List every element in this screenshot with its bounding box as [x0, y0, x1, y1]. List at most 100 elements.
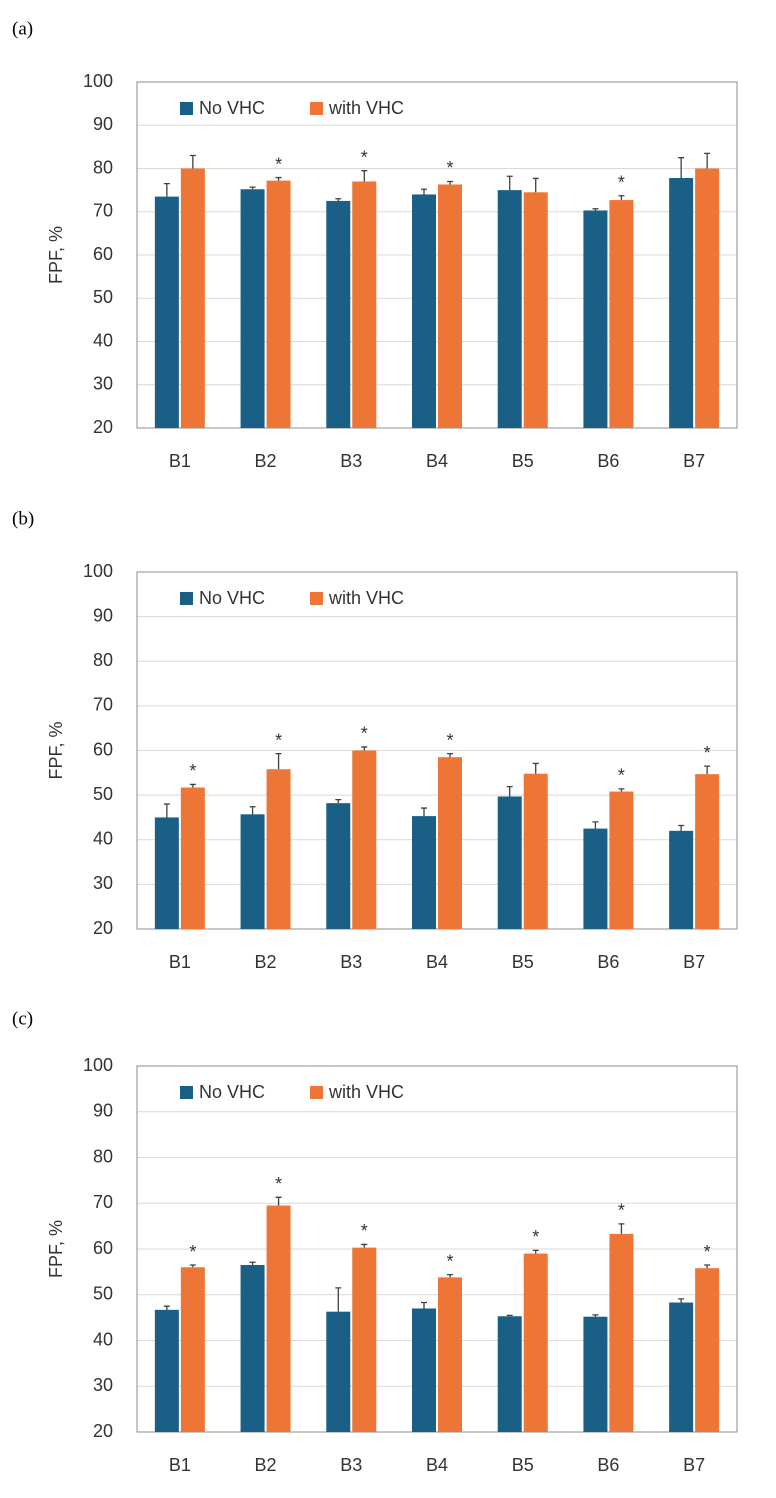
legend-label: No VHC: [199, 98, 265, 118]
legend-swatch: [180, 592, 193, 605]
bar: [438, 1277, 462, 1432]
x-tick-label: B6: [597, 952, 619, 972]
plot-frame: [136, 571, 738, 930]
bar: [180, 1267, 205, 1432]
bar: [180, 168, 205, 428]
bar: [695, 774, 720, 929]
bar: [438, 757, 462, 929]
y-tick-label: 90: [93, 605, 113, 625]
x-tick-label: B3: [340, 1455, 362, 1475]
x-tick-label: B7: [683, 1455, 705, 1475]
legend-label: with VHC: [328, 1082, 404, 1102]
error-bar: [532, 177, 539, 193]
error-bar: [335, 798, 342, 804]
error-bar: [532, 762, 539, 774]
bar: [154, 817, 179, 929]
error-bar: [678, 1298, 685, 1303]
error-bar: [249, 186, 256, 190]
y-tick-label: 40: [93, 330, 113, 350]
bar: [695, 168, 720, 428]
significance-mark: *: [275, 1174, 282, 1194]
error-bar: [618, 1223, 625, 1234]
error-bar: [249, 1261, 256, 1266]
y-tick-label: 70: [93, 1192, 113, 1212]
error-bar: [421, 807, 427, 817]
y-tick-label: 30: [93, 873, 113, 893]
bar: [326, 200, 351, 428]
x-tick-label: B5: [512, 952, 534, 972]
legend-swatch: [310, 1086, 324, 1099]
legend-label: No VHC: [199, 588, 265, 608]
bar: [497, 190, 522, 428]
bar: [497, 796, 522, 929]
error-bar: [189, 1264, 196, 1268]
error-bar: [421, 188, 427, 195]
y-tick-label: 90: [93, 114, 113, 134]
x-tick-label: B1: [169, 451, 191, 471]
legend-label: with VHC: [328, 588, 404, 608]
y-tick-label: 30: [93, 374, 113, 394]
error-bar: [592, 208, 599, 211]
legend-label: No VHC: [199, 1082, 265, 1102]
bar: [412, 816, 436, 929]
error-bar: [163, 182, 170, 197]
significance-mark: *: [618, 172, 625, 192]
significance-mark: *: [446, 730, 453, 750]
bar: [352, 1247, 377, 1432]
significance-mark: *: [275, 154, 282, 174]
x-tick-label: B5: [512, 1455, 534, 1475]
error-bar: [249, 806, 256, 815]
error-bar: [532, 1249, 539, 1254]
bar: [695, 1268, 720, 1432]
bar: [523, 192, 548, 428]
error-bar: [163, 803, 170, 818]
error-bar: [704, 765, 711, 775]
legend-swatch: [180, 102, 193, 115]
y-tick-label: 80: [93, 650, 113, 670]
panel-label: (b): [12, 508, 34, 529]
x-tick-label: B4: [426, 451, 448, 471]
bar: [583, 210, 608, 428]
error-bar: [163, 1305, 170, 1310]
significance-mark: *: [532, 1227, 539, 1247]
y-tick-label: 60: [93, 1238, 113, 1258]
y-tick-label: 30: [93, 1375, 113, 1395]
y-tick-label: 100: [83, 1055, 113, 1075]
significance-mark: *: [361, 147, 368, 167]
error-bar: [335, 1287, 342, 1312]
bar: [326, 803, 351, 929]
error-bar: [678, 157, 685, 179]
error-bar: [704, 152, 711, 169]
y-tick-label: 20: [93, 918, 113, 938]
error-bar: [618, 788, 625, 792]
bar: [609, 791, 634, 929]
y-tick-label: 20: [93, 417, 113, 437]
error-bar: [335, 198, 342, 201]
x-tick-label: B7: [683, 952, 705, 972]
y-tick-label: 40: [93, 829, 113, 849]
y-tick-label: 80: [93, 1146, 113, 1166]
legend-swatch: [310, 592, 324, 605]
bar: [583, 1316, 608, 1432]
x-tick-label: B7: [683, 451, 705, 471]
significance-mark: *: [189, 761, 196, 781]
y-tick-label: 70: [93, 695, 113, 715]
y-tick-label: 100: [83, 71, 113, 91]
x-tick-label: B3: [340, 952, 362, 972]
error-bar: [189, 783, 196, 788]
bar: [266, 180, 291, 428]
bar: [669, 1302, 694, 1432]
bar: [154, 1309, 179, 1432]
x-tick-label: B6: [597, 1455, 619, 1475]
significance-mark: *: [446, 1251, 453, 1271]
y-axis-title: FPF, %: [46, 1220, 66, 1278]
x-tick-label: B1: [169, 1455, 191, 1475]
bar: [523, 1253, 548, 1432]
error-bar: [275, 176, 282, 181]
error-bar: [447, 180, 453, 185]
y-axis-title: FPF, %: [46, 226, 66, 284]
x-tick-label: B3: [340, 451, 362, 471]
significance-mark: *: [361, 724, 368, 744]
bar: [240, 189, 265, 428]
